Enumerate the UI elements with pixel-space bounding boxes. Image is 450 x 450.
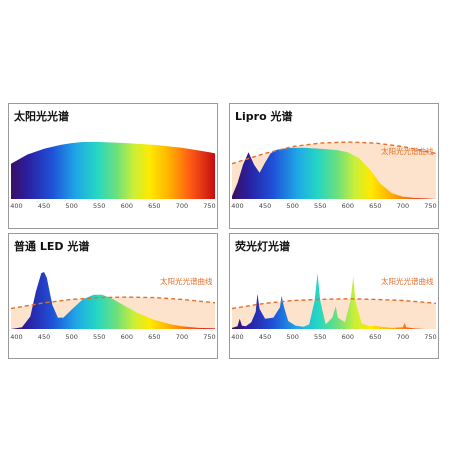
panel-title: Lipro 光谱 <box>235 110 293 123</box>
x-tick-label: 500 <box>65 202 78 210</box>
spectrum-chart <box>231 273 437 329</box>
x-axis-ticks-lipro: 400 450 500 550 600 650 700 750 <box>229 202 439 212</box>
x-tick-label: 600 <box>120 202 133 210</box>
panel-title: 普通 LED 光谱 <box>14 240 90 253</box>
spectrum-area <box>232 273 436 329</box>
x-tick-label: 650 <box>148 333 161 341</box>
x-tick-label: 700 <box>175 202 189 210</box>
reference-label: 太阳光光谱曲线 <box>381 147 434 156</box>
x-tick-label: 550 <box>92 333 106 341</box>
x-tick-label: 400 <box>10 333 23 341</box>
x-tick-label: 600 <box>120 333 133 341</box>
x-tick-label: 500 <box>286 333 299 341</box>
x-tick-label: 750 <box>203 202 216 210</box>
x-tick-label: 450 <box>37 333 51 341</box>
x-tick-label: 600 <box>341 333 354 341</box>
panel-led: 普通 LED 光谱 太阳光光谱曲线 <box>8 233 218 359</box>
x-tick-label: 650 <box>369 333 382 341</box>
panel-lipro: Lipro 光谱 太阳光光谱曲线 <box>229 103 439 229</box>
x-tick-label: 550 <box>313 333 327 341</box>
x-tick-label: 650 <box>148 202 161 210</box>
x-tick-label: 450 <box>258 333 272 341</box>
panel-title: 荧光灯光谱 <box>235 240 290 253</box>
spectrum-chart <box>231 141 437 199</box>
x-tick-label: 450 <box>37 202 51 210</box>
x-axis-ticks-sunlight: 400 450 500 550 600 650 700 750 <box>8 202 218 212</box>
x-tick-label: 750 <box>424 333 437 341</box>
reference-line <box>231 141 437 165</box>
x-tick-label: 700 <box>396 333 410 341</box>
x-tick-label: 750 <box>203 333 216 341</box>
reference-label: 太阳光光谱曲线 <box>381 277 434 286</box>
x-axis-ticks-fluorescent: 400 450 500 550 600 650 700 750 <box>229 333 439 343</box>
x-tick-label: 500 <box>286 202 299 210</box>
x-tick-label: 600 <box>341 202 354 210</box>
spectrum-area <box>232 147 436 199</box>
spectrum-chart <box>10 272 216 329</box>
x-tick-label: 400 <box>231 202 244 210</box>
x-tick-label: 450 <box>258 202 272 210</box>
x-tick-label: 400 <box>10 202 23 210</box>
reference-line <box>231 298 437 310</box>
x-tick-label: 700 <box>175 333 189 341</box>
panel-title: 太阳光光谱 <box>14 110 69 123</box>
x-axis-ticks-led: 400 450 500 550 600 650 700 750 <box>8 333 218 343</box>
x-tick-label: 500 <box>65 333 78 341</box>
reference-line <box>10 296 216 310</box>
x-tick-label: 700 <box>396 202 410 210</box>
x-tick-label: 550 <box>313 202 327 210</box>
panel-fluorescent: 荧光灯光谱 太阳光光谱曲线 <box>229 233 439 359</box>
spectrum-area <box>11 272 215 329</box>
panel-sunlight: 太阳光光谱 <box>8 103 218 229</box>
x-tick-label: 400 <box>231 333 244 341</box>
x-tick-label: 550 <box>92 202 106 210</box>
spectrum-area <box>11 142 215 199</box>
x-tick-label: 650 <box>369 202 382 210</box>
x-tick-label: 750 <box>424 202 437 210</box>
spectrum-chart <box>11 142 215 199</box>
reference-label: 太阳光光谱曲线 <box>160 277 213 286</box>
